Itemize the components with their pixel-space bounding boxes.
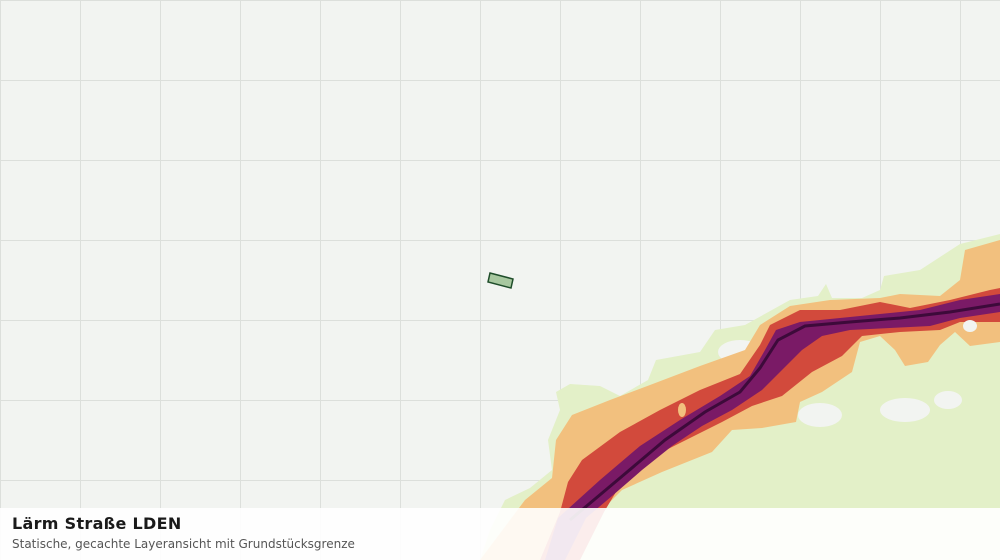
layer-subtitle: Statische, gecachte Layeransicht mit Gru… [12, 537, 355, 551]
noise-zone-extreme [569, 302, 1000, 522]
parcel-boundary [487, 272, 514, 289]
noise-spot [678, 403, 686, 417]
layer-title: Lärm Straße LDEN [12, 514, 182, 533]
noise-gap [963, 320, 977, 332]
caption-panel: Lärm Straße LDEN Statische, gecachte Lay… [0, 508, 1000, 560]
